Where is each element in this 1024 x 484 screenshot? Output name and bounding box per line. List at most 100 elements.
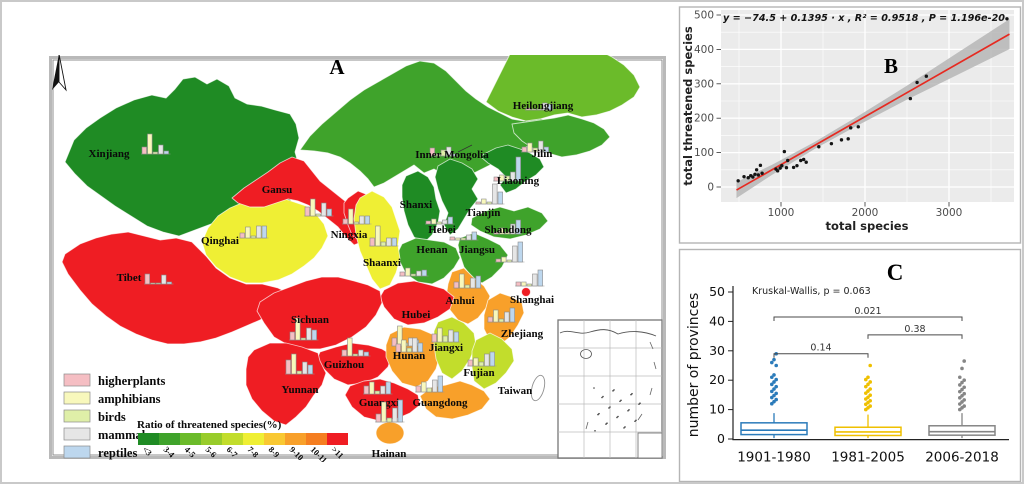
outlier-point xyxy=(770,360,774,365)
bar-higherplants xyxy=(475,201,481,205)
inset-island-dot xyxy=(634,420,636,423)
bar-reptiles xyxy=(363,351,369,357)
bar-birds xyxy=(478,361,484,367)
province-shape-sichuan xyxy=(256,276,383,350)
outlier-point xyxy=(774,384,778,389)
bar-higherplants xyxy=(429,147,435,157)
y-tick-label: 30 xyxy=(709,343,725,358)
bar-birds xyxy=(386,417,392,423)
mini-barchart-shanghai xyxy=(515,269,545,287)
outlier-point xyxy=(962,378,966,383)
bar-amphibians xyxy=(347,337,353,357)
mini-barchart-guangxi xyxy=(363,381,393,395)
mini-barchart-guangdong xyxy=(415,375,445,393)
bar-amphibians xyxy=(455,237,461,241)
province-shape-taiwan xyxy=(530,374,546,402)
bar-amphibians xyxy=(375,225,381,247)
regression-equation: y = −74.5 + 0.1395 · x , R² = 0.9518 , P… xyxy=(723,13,1005,24)
bar-higherplants xyxy=(375,413,381,423)
data-point xyxy=(782,149,787,154)
legend-label-amphibians: amphibians xyxy=(98,392,161,406)
north-arrow-right xyxy=(58,55,67,92)
bar-birds xyxy=(504,231,510,235)
y-axis-title: total threatened species xyxy=(681,26,695,185)
inset-island-dot xyxy=(594,429,596,432)
data-point xyxy=(801,157,806,162)
scatter-plot: 0 100 200 300 400 500 1000 2000 3000 total specie… xyxy=(681,10,1014,233)
bar-reptiles xyxy=(397,399,403,423)
data-point xyxy=(778,166,782,170)
bar-higherplants xyxy=(493,231,499,235)
bar-higherplants xyxy=(487,316,493,323)
mini-barchart-fujian xyxy=(467,351,497,367)
legend-label-birds: birds xyxy=(98,410,126,424)
data-point xyxy=(799,158,803,163)
mini-barchart-jiangsu xyxy=(495,241,525,263)
bar-mammals xyxy=(504,311,510,323)
province-label-liaoning: Liaoning xyxy=(497,175,540,187)
bar-mammals xyxy=(306,327,312,341)
inset-island-dot xyxy=(630,393,632,396)
inset-island-dot xyxy=(606,422,608,424)
mini-barchart-jiangxi xyxy=(431,327,461,343)
bar-amphibians xyxy=(381,401,387,423)
province-label-jilin: Jilin xyxy=(532,148,553,160)
mini-barchart-shanxi xyxy=(425,216,455,225)
outlier-point xyxy=(772,373,776,377)
x-tick-label: 1000 xyxy=(768,207,795,219)
province-label-hunan: Hunan xyxy=(393,350,425,362)
bar-amphibians xyxy=(499,174,505,182)
bar-higherplants xyxy=(304,206,310,217)
bar-mammals xyxy=(416,270,422,277)
bar-birds xyxy=(442,335,448,343)
inset-island-dot xyxy=(638,403,640,405)
data-point xyxy=(856,125,860,129)
bar-higherplants xyxy=(399,271,405,277)
boxplot-group-1901-1980 xyxy=(740,351,808,439)
mini-barchart-hebei xyxy=(449,231,479,241)
bar-amphibians xyxy=(435,153,441,157)
y-tick-label: 400 xyxy=(694,44,714,56)
bar-birds xyxy=(436,221,442,225)
inset-island-dot xyxy=(616,416,618,419)
comparison-p-value: 0.14 xyxy=(810,343,831,354)
bar-higherplants xyxy=(495,258,501,263)
outlier-point xyxy=(774,391,778,396)
bar-reptiles xyxy=(453,331,459,343)
province-shape-guizhou xyxy=(316,342,393,386)
inset-coastline xyxy=(559,329,657,337)
y-tick-label: 300 xyxy=(694,78,714,90)
province-label-ningxia: Ningxia xyxy=(331,229,368,241)
bar-higherplants xyxy=(285,359,291,375)
mini-barchart-henan xyxy=(399,267,429,277)
bar-reptiles xyxy=(326,208,332,217)
bar-mammals xyxy=(386,237,392,247)
bar-mammals xyxy=(359,215,365,225)
bar-birds xyxy=(250,235,256,239)
data-point xyxy=(924,74,929,78)
map-frame-inner xyxy=(52,59,663,456)
province-shape-shandong xyxy=(470,206,549,240)
bar-higherplants xyxy=(239,232,245,239)
bar-mammals xyxy=(442,219,448,225)
ramp-title: Ratio of threatened species(%) xyxy=(137,419,282,431)
bar-higherplants xyxy=(521,146,527,153)
data-point xyxy=(780,163,784,168)
outlier-point xyxy=(962,359,966,363)
mini-barchart-sichuan xyxy=(289,317,319,341)
bar-birds xyxy=(406,347,412,353)
mini-barchart-anhui xyxy=(453,273,483,289)
data-point xyxy=(751,175,755,179)
bar-birds xyxy=(152,151,158,155)
data-point xyxy=(804,160,808,164)
bar-mammals xyxy=(542,102,548,111)
province-label-shaanxi: Shaanxi xyxy=(363,257,401,269)
box xyxy=(928,425,996,436)
province-label-sichuan: Sichuan xyxy=(291,314,329,326)
inset-island-dot xyxy=(624,426,626,428)
province-label-guangxi: Guangxi xyxy=(359,397,399,409)
province-label-shanghai: Shanghai xyxy=(510,294,554,306)
bar-mammals xyxy=(492,183,498,205)
scatter-panel: 0 100 200 300 400 500 1000 2000 3000 total specie… xyxy=(678,6,1022,244)
province-label-yunnan: Yunnan xyxy=(282,384,319,396)
